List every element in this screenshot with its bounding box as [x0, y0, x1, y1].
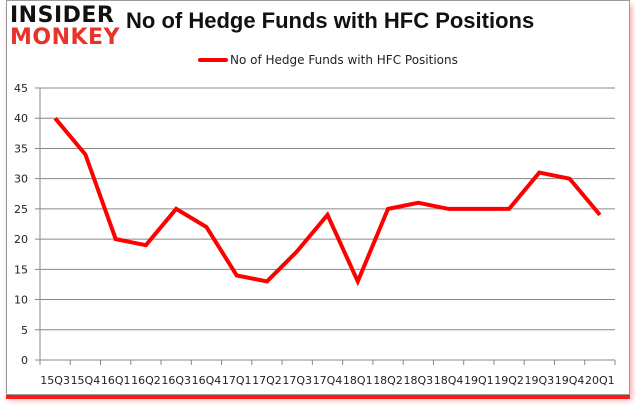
x-tick-label: 19Q1: [464, 374, 494, 387]
x-tick-label: 18Q2: [373, 374, 403, 387]
y-tick-label: 15: [14, 263, 28, 276]
legend-line-swatch-icon: [198, 58, 228, 62]
x-tick-label: 19Q2: [494, 374, 524, 387]
x-tick-label: 18Q1: [343, 374, 373, 387]
y-tick-label: 10: [14, 294, 28, 307]
logo-line-2: MONKEY: [10, 25, 121, 50]
x-tick-label: 18Q3: [403, 374, 433, 387]
y-tick-label: 45: [14, 82, 28, 95]
x-tick-label: 17Q2: [252, 374, 282, 387]
logo-line-1: INSIDER: [10, 3, 115, 28]
x-tick-label: 15Q4: [71, 374, 101, 387]
x-tick-label: 19Q3: [525, 374, 555, 387]
x-tick-label: 20Q1: [585, 374, 615, 387]
x-tick-label: 17Q1: [222, 374, 252, 387]
y-tick-label: 25: [14, 203, 28, 216]
x-tick-label: 18Q4: [434, 374, 464, 387]
chart-frame: [6, 0, 630, 395]
x-tick-label: 19Q4: [555, 374, 585, 387]
y-tick-label: 0: [21, 354, 28, 367]
y-tick-label: 35: [14, 142, 28, 155]
y-tick-label: 20: [14, 233, 28, 246]
x-tick-label: 16Q3: [161, 374, 191, 387]
chart-title: No of Hedge Funds with HFC Positions: [126, 8, 535, 33]
y-tick-label: 30: [14, 173, 28, 186]
legend-label: No of Hedge Funds with HFC Positions: [230, 53, 458, 67]
x-tick-label: 16Q1: [101, 374, 131, 387]
x-tick-label: 17Q4: [313, 374, 343, 387]
x-tick-label: 16Q2: [131, 374, 161, 387]
x-tick-label: 16Q4: [192, 374, 222, 387]
x-tick-label: 15Q3: [40, 374, 70, 387]
chart-legend: No of Hedge Funds with HFC Positions: [198, 52, 458, 68]
y-tick-label: 5: [21, 324, 28, 337]
x-tick-label: 17Q3: [282, 374, 312, 387]
series-line: [53, 116, 602, 287]
insider-monkey-logo: INSIDER MONKEY: [10, 5, 120, 51]
y-tick-label: 40: [14, 112, 28, 125]
